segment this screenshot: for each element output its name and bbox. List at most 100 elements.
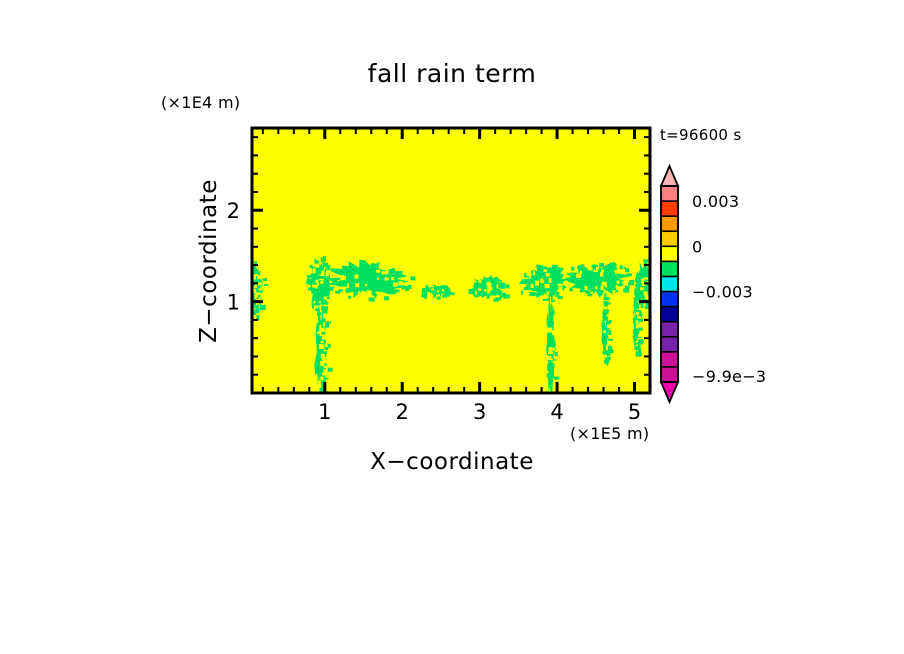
- contour-speckle: [530, 284, 534, 289]
- contour-fringe: [638, 301, 644, 305]
- colorbar-segment-yellow[interactable]: [660, 245, 679, 263]
- contour-speckle: [319, 292, 323, 296]
- contour-fringe: [635, 347, 641, 350]
- contour-fringe: [341, 267, 346, 270]
- contour-speckle: [325, 284, 329, 288]
- contour-speckle: [391, 277, 394, 281]
- contour-speckle: [550, 373, 553, 377]
- contour-speckle: [607, 309, 610, 312]
- contour-fringe: [542, 299, 547, 301]
- contour-speckle: [325, 299, 331, 304]
- contour-speckle: [637, 338, 643, 341]
- colorbar-segment-purple[interactable]: [660, 335, 679, 354]
- contour-fringe: [602, 333, 608, 336]
- contour-speckle: [498, 285, 503, 289]
- colorbar-segment-salmon[interactable]: [660, 185, 679, 203]
- contour-speckle: [548, 341, 552, 345]
- colorbar-segment-cyan[interactable]: [660, 275, 679, 293]
- contour-speckle: [642, 281, 646, 286]
- x-tick-label: 4: [550, 400, 563, 424]
- contour-speckle: [374, 292, 377, 298]
- contour-speckle: [256, 284, 260, 287]
- colorbar-segment-orange-red[interactable]: [660, 200, 679, 218]
- contour-speckle: [351, 287, 356, 292]
- contour-speckle: [551, 381, 555, 385]
- colorbar-segment-navy[interactable]: [660, 305, 679, 323]
- contour-speckle: [560, 289, 563, 293]
- contour-speckle: [315, 279, 319, 283]
- contour-speckle: [429, 294, 434, 300]
- contour-speckle: [325, 358, 330, 362]
- contour-speckle: [258, 288, 262, 291]
- colorbar-segment-purple[interactable]: [660, 320, 679, 338]
- contour-speckle: [314, 263, 320, 268]
- contour-speckle: [364, 276, 368, 281]
- contour-speckle: [312, 284, 317, 288]
- contour-fringe: [256, 315, 260, 321]
- contour-speckle: [634, 333, 638, 338]
- contour-fringe: [315, 333, 320, 336]
- x-axis-unit-label: (×1E5 m): [570, 424, 649, 443]
- contour-speckle: [642, 295, 647, 299]
- contour-speckle: [325, 343, 330, 347]
- contour-fringe: [548, 375, 550, 380]
- colorbar-segment-magenta[interactable]: [660, 366, 679, 384]
- contour-fringe: [321, 299, 327, 305]
- contour-speckle: [325, 272, 329, 277]
- contour-speckle: [366, 290, 372, 296]
- contour-fringe: [634, 298, 641, 301]
- chart-title: fall rain term: [368, 59, 537, 88]
- contour-speckle: [427, 292, 433, 297]
- colorbar-segment-magenta[interactable]: [660, 351, 679, 369]
- contour-speckle: [480, 291, 483, 295]
- contour-speckle: [322, 292, 326, 297]
- contour-fringe: [499, 294, 504, 298]
- contour-fringe: [332, 278, 338, 283]
- contour-speckle: [375, 291, 380, 295]
- contour-fringe: [546, 297, 550, 301]
- contour-speckle: [317, 269, 322, 274]
- colorbar-segment-blue[interactable]: [660, 290, 679, 308]
- contour-fringe: [252, 311, 257, 315]
- contour-fringe: [608, 320, 612, 324]
- contour-speckle: [316, 282, 319, 287]
- contour-speckle: [377, 280, 381, 285]
- contour-fringe: [633, 304, 639, 308]
- contour-speckle: [483, 288, 487, 292]
- contour-fringe: [496, 297, 501, 301]
- contour-speckle: [639, 271, 644, 274]
- contour-fringe: [410, 276, 416, 281]
- contour-speckle: [528, 273, 531, 279]
- colorbar-segment-orange[interactable]: [660, 215, 679, 233]
- contour-fringe: [606, 356, 611, 359]
- colorbar[interactable]: 0.003 0 −0.003 −9.9e−3: [659, 163, 766, 405]
- contour-fringe: [311, 303, 316, 306]
- contour-speckle: [549, 310, 554, 314]
- colorbar-segment-amber[interactable]: [660, 230, 679, 248]
- contour-speckle: [635, 344, 641, 348]
- contour-speckle: [548, 277, 552, 283]
- contour-fringe: [308, 287, 311, 291]
- contour-fringe: [603, 297, 610, 301]
- contour-speckle: [637, 275, 640, 279]
- contour-speckle: [552, 348, 556, 354]
- contour-fringe: [624, 285, 630, 289]
- contour-speckle: [635, 320, 639, 324]
- contour-speckle: [552, 330, 557, 336]
- contour-speckle: [260, 293, 266, 297]
- contour-speckle: [551, 321, 554, 325]
- contour-speckle: [258, 294, 261, 298]
- contour-speckle: [495, 282, 501, 285]
- contour-speckle: [551, 343, 556, 348]
- contour-fringe: [503, 294, 510, 299]
- contour-speckle: [644, 295, 649, 300]
- contour-fringe: [264, 284, 269, 286]
- contour-fringe: [640, 304, 644, 308]
- contour-speckle: [587, 267, 593, 271]
- contour-speckle: [635, 310, 641, 312]
- contour-speckle: [439, 291, 444, 294]
- contour-speckle: [322, 372, 327, 376]
- colorbar-segment-green[interactable]: [660, 260, 679, 278]
- contour-speckle: [355, 283, 360, 288]
- contour-speckle: [556, 271, 561, 276]
